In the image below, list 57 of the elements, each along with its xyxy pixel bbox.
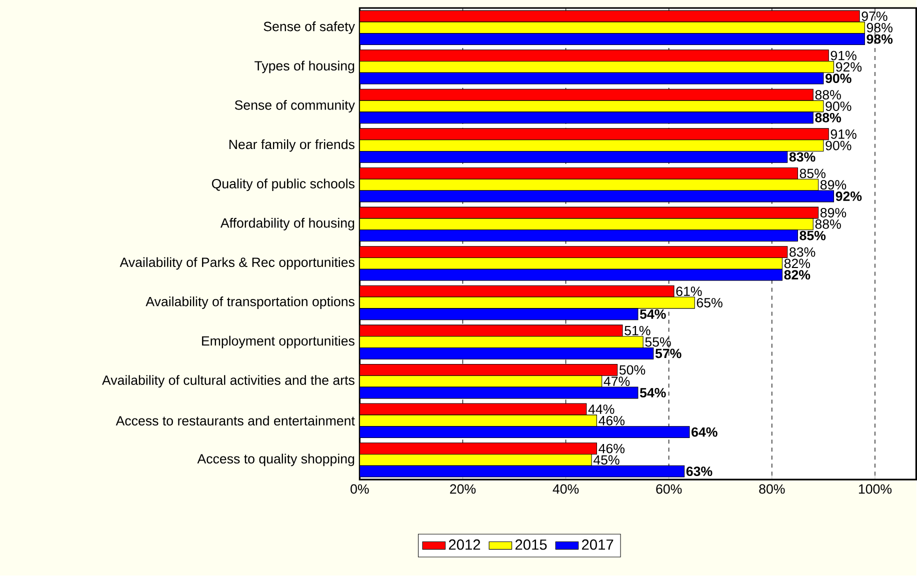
y-tick-label: Availability of Parks & Rec opportunities	[120, 257, 354, 270]
data-label: 46%	[598, 416, 625, 426]
y-tick-label: Sense of community	[234, 100, 355, 113]
x-tick-label: 40%	[552, 484, 579, 494]
data-label: 44%	[588, 404, 614, 414]
data-label: 45%	[593, 455, 620, 465]
data-label: 54%	[640, 388, 666, 398]
data-label: 90%	[826, 74, 852, 84]
data-label: 64%	[692, 428, 718, 437]
data-label: 89%	[820, 208, 846, 218]
y-tick-label: Availability of transportation options	[146, 296, 354, 310]
data-label: 55%	[645, 338, 671, 347]
data-label: 82%	[784, 270, 810, 280]
data-label: 83%	[789, 152, 816, 162]
data-label: 98%	[866, 34, 893, 44]
y-tick-label: Availability of cultural activities and the arts	[102, 375, 354, 388]
data-label: 90%	[826, 141, 852, 151]
data-label: 88%	[815, 90, 841, 100]
legend-label: 2017	[582, 540, 614, 550]
data-label: 88%	[815, 220, 841, 230]
data-label: 51%	[624, 326, 650, 336]
data-label: 50%	[619, 365, 646, 375]
y-tick-label: Affordability of housing	[220, 218, 354, 231]
x-tick-label: 20%	[450, 484, 476, 494]
data-label: 61%	[676, 286, 702, 296]
y-tick-label: Quality of public schools	[212, 178, 354, 192]
data-label: 47%	[604, 376, 630, 386]
y-tick-label: Employment opportunities	[202, 336, 354, 348]
data-label: 89%	[820, 180, 846, 190]
data-label: 46%	[598, 444, 625, 454]
x-tick-label: 100%	[858, 484, 892, 494]
x-tick-label: 60%	[656, 484, 682, 494]
data-label: 92%	[836, 62, 862, 72]
data-label: 97%	[862, 12, 888, 22]
data-label: 98%	[866, 23, 892, 33]
data-label: 91%	[830, 130, 856, 140]
y-tick-label: Access to quality shopping	[197, 454, 354, 466]
data-label: 85%	[800, 168, 826, 178]
data-label: 65%	[696, 298, 722, 308]
data-label: 63%	[686, 466, 712, 476]
y-tick-label: Access to restaurants and entertainment	[116, 416, 355, 426]
y-tick-label: Sense of safety	[264, 22, 355, 34]
data-label: 83%	[790, 248, 816, 258]
data-label: 57%	[655, 348, 682, 358]
data-label: 82%	[784, 258, 810, 268]
y-tick-label: Types of housing	[254, 60, 354, 74]
legend-label: 2012	[448, 540, 480, 550]
y-tick-label: Near family or friends	[229, 140, 354, 152]
x-tick-label: 0%	[350, 484, 369, 494]
legend-label: 2015	[515, 540, 547, 550]
data-label: 91%	[830, 51, 856, 61]
x-tick-label: 80%	[759, 484, 785, 494]
data-label: 88%	[815, 113, 842, 123]
data-label: 92%	[836, 192, 862, 202]
data-label: 90%	[826, 102, 852, 112]
data-label: 85%	[800, 231, 826, 240]
data-label: 54%	[640, 310, 666, 320]
